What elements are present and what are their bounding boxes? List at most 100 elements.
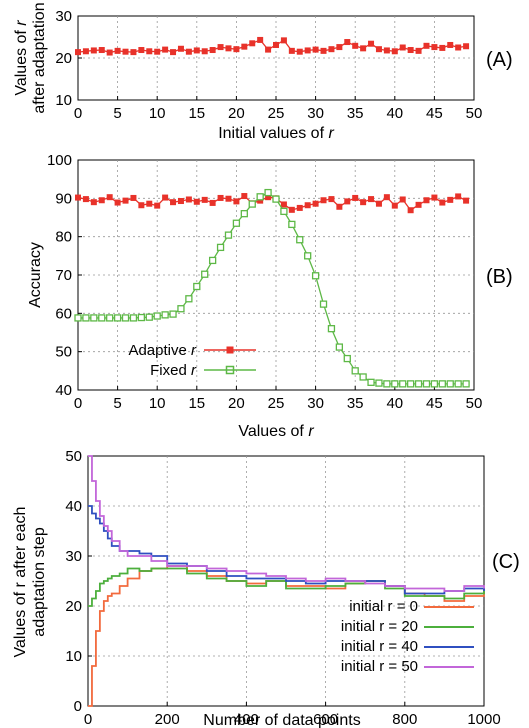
panel-a-series-0-point: [391, 48, 398, 55]
panel-a-series-0-point: [106, 49, 113, 56]
panel-a-series-0-point: [162, 46, 169, 53]
panel-b-legend-label-fixed: Fixed r: [150, 362, 197, 379]
panel-a-xtick-label: 15: [188, 105, 205, 122]
panel-b-series-0-point: [201, 196, 208, 203]
panel-b-series-0-point: [241, 193, 248, 200]
panel-a-grid: [78, 16, 474, 100]
panel-b-series-0-point: [463, 197, 470, 204]
panel-b-series-1-point: [391, 380, 399, 388]
panel-a-series-0-point: [217, 44, 224, 51]
panel-b-series-1-point: [343, 354, 351, 363]
panel-a-series-0-point: [320, 47, 327, 54]
panel-b-series-1-point: [272, 195, 280, 203]
panel-a-xtick-label: 20: [228, 105, 245, 122]
panel-b-series-1-point: [216, 243, 225, 252]
panel-c-xtick-label: 0: [84, 711, 92, 728]
panel-b-series-1-point: [335, 343, 344, 351]
panel-c-legend-label-1: initial r = 20: [341, 618, 418, 635]
panel-b-series-0-point: [265, 194, 272, 201]
panel-a-series-0-point: [423, 42, 430, 49]
panel-c-ytick-label: 10: [65, 648, 82, 665]
panel-b-series-1-point: [113, 314, 122, 322]
panel-b-series-0-point: [383, 194, 390, 201]
panel-b-ytick-label: 60: [55, 305, 72, 322]
panel-b-xtick-label: 35: [347, 395, 364, 412]
panel-a-xtick-label: 10: [149, 105, 166, 122]
panel-a-xlabel: Initial values of r: [218, 125, 334, 142]
panel-b-series-1-point: [256, 193, 264, 201]
panel-b-series-1-point: [121, 314, 130, 322]
panel-b-series-1-point: [98, 314, 106, 322]
panel-a-ytick-label: 30: [55, 8, 72, 25]
panel-b-series-0-point: [352, 194, 359, 201]
panel-a-series-0-point: [399, 44, 406, 51]
panel-a-series-0-point: [336, 44, 343, 51]
panel-b-xtick-label: 25: [268, 395, 285, 412]
panel-b-series-1-point: [446, 380, 454, 388]
panel-b-series-0-point: [193, 198, 200, 205]
panel-b: 0 5 10 15 20 25 30 35 40 45 50 40 50 60 70 80 90 100 Adap…: [27, 152, 513, 440]
panel-b-series-1-point: [383, 380, 391, 388]
panel-a-series-0-point: [146, 48, 153, 55]
panel-a-series-0-point: [225, 45, 232, 52]
panel-a-series-0-point: [154, 48, 161, 55]
panel-b-series-1-point: [232, 219, 241, 227]
panel-b-series-1-point: [129, 314, 138, 322]
panel-b-series-1-point: [288, 220, 296, 229]
panel-b-series-0-point: [304, 202, 311, 209]
panel-c: 0 200 400 600 800 1000 0 10 20 30 40 50 initial r =…: [12, 448, 520, 728]
panel-a-series-0-point: [201, 48, 208, 55]
panel-a-series-0-point: [185, 48, 192, 55]
panel-c-ytick-label: 20: [65, 598, 82, 615]
panel-c-legend-label-3: initial r = 50: [341, 658, 418, 675]
panel-b-series-0-point: [106, 194, 113, 201]
panel-b-series-0-point: [130, 194, 137, 201]
panel-b-legend-marker-fixed: [225, 365, 235, 375]
panel-c-label: (C): [492, 551, 520, 573]
panel-a-ticks: 0 5 10 15 20 25 30 35 40 45 50 10 20 30: [55, 8, 482, 122]
panel-b-series-1-point: [74, 314, 82, 322]
panel-b-series-0-point: [209, 199, 216, 206]
panel-b-series-0-point: [391, 202, 398, 209]
panel-b-series-1-point: [201, 270, 209, 278]
panel-b-series-1-point: [351, 367, 359, 375]
panel-a-series-0-point: [265, 46, 272, 53]
panel-b-xtick-label: 30: [307, 395, 324, 412]
panel-c-xtick-label: 200: [155, 711, 180, 728]
panel-a-xtick-label: 30: [307, 105, 324, 122]
panel-b-series-0-point: [407, 207, 414, 214]
panel-a-series-0-point: [75, 49, 81, 56]
panel-a-series-0-point: [122, 48, 129, 55]
panel-b-series-1-point: [161, 311, 169, 319]
panel-a-series-0-point: [90, 47, 97, 54]
panel-b-series-0-point: [75, 194, 81, 201]
panel-b-series-1-point: [454, 380, 462, 388]
panel-b-series-1-point: [438, 380, 446, 388]
panel-b-xtick-label: 45: [426, 395, 443, 412]
panel-b-series-0-point: [122, 197, 129, 204]
panel-b-series-1-point: [137, 313, 146, 322]
panel-b-series-0-point: [375, 200, 382, 207]
panel-b-series-1-point: [359, 373, 367, 381]
panel-b-ytick-label: 40: [55, 382, 72, 399]
panel-b-series-1-point: [327, 325, 336, 333]
panel-a-series-0-point: [114, 47, 121, 54]
panel-b-xtick-label: 15: [188, 395, 205, 412]
panel-a-series-0-point: [431, 44, 438, 51]
panel-b-ytick-label: 70: [55, 267, 72, 284]
panel-b-series-1-point: [319, 300, 328, 308]
panel-a-series-0-point: [463, 43, 470, 50]
panel-b-series-1-point: [193, 282, 201, 291]
panel-b-series-0-point: [360, 199, 367, 206]
panel-a-series-0-point: [344, 39, 351, 46]
panel-b-series-1-point: [304, 252, 312, 260]
panel-a-series-0-point: [233, 46, 240, 53]
panel-b-series-1-point: [399, 380, 407, 388]
panel-a-ylabel: Values of rafter adaptation: [13, 2, 48, 113]
panel-b-series-0-point: [82, 196, 89, 203]
panel-a-xtick-label: 5: [113, 105, 121, 122]
panel-c-legend: initial r = 0 initial r = 20 initial r =…: [341, 598, 474, 675]
panel-c-ytick-label: 50: [65, 448, 82, 465]
panel-b-series-1-point: [280, 207, 288, 216]
panel-c-xtick-label: 600: [313, 711, 338, 728]
